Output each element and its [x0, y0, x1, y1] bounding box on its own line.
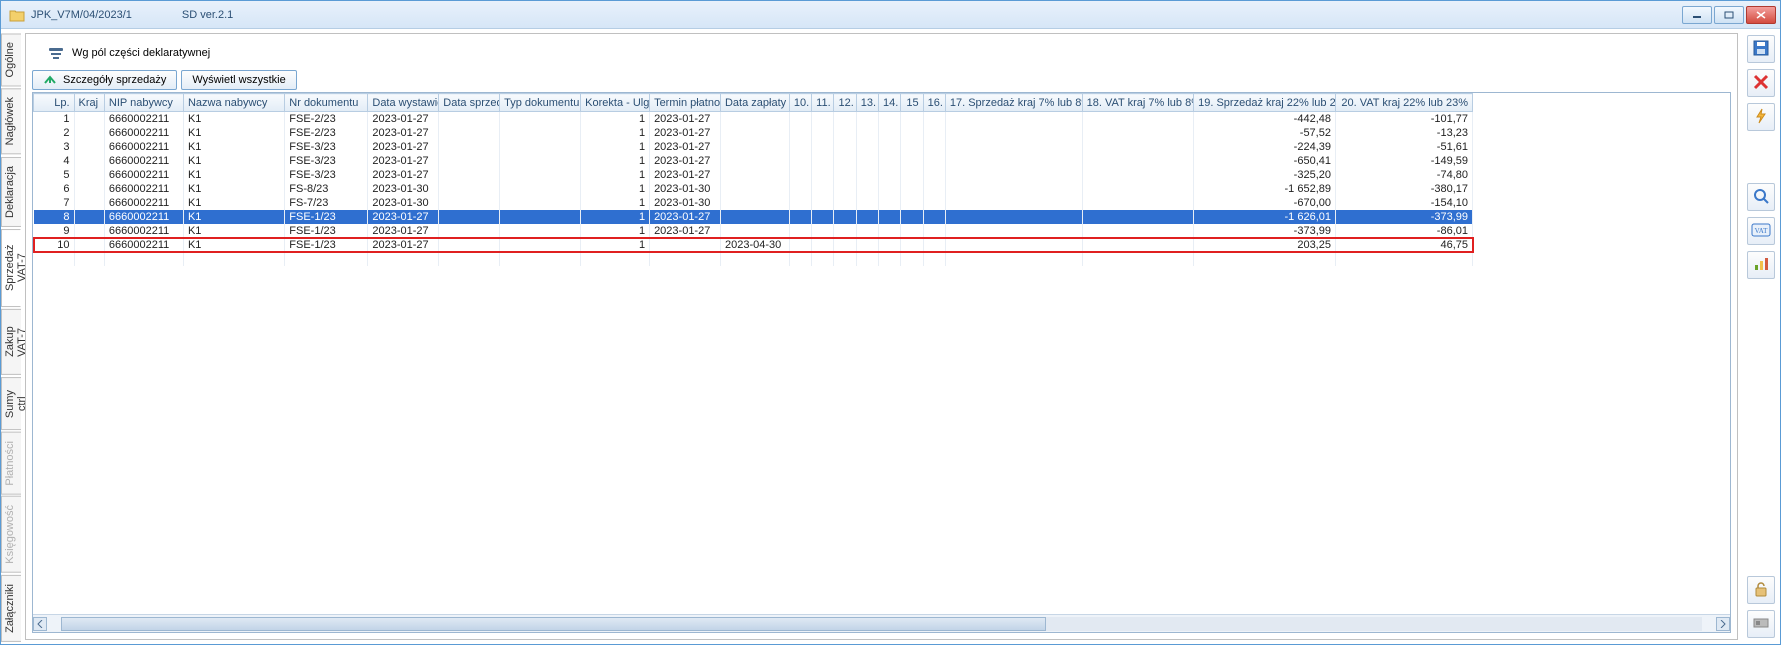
col-header-c12[interactable]: 12. — [834, 94, 856, 112]
delete-button[interactable] — [1747, 69, 1775, 97]
maximize-button[interactable] — [1714, 6, 1744, 24]
col-header-typdok[interactable]: Typ dokumentu — [500, 94, 581, 112]
col-header-c13[interactable]: 13. — [856, 94, 878, 112]
table-row[interactable]: 36660002211K1FSE-3/232023-01-2712023-01-… — [34, 140, 1473, 154]
tab-ksiegowosc: Księgowość — [1, 496, 21, 573]
col-header-datawyst[interactable]: Data wystawie — [368, 94, 439, 112]
tab-sumy[interactable]: Sumy ctrl — [1, 377, 21, 430]
tab-deklaracja[interactable]: Deklaracja — [1, 157, 21, 227]
col-header-c11[interactable]: 11. — [812, 94, 834, 112]
col-header-lp[interactable]: Lp. — [34, 94, 75, 112]
col-header-c17[interactable]: 17. Sprzedaż kraj 7% lub 8% — [945, 94, 1082, 112]
tab-zakup[interactable]: Zakup VAT-7 — [1, 309, 21, 375]
window-version: SD ver.2.1 — [182, 9, 233, 21]
filter-label-row: Wg pól części deklaratywnej — [32, 40, 1731, 66]
grid-table: Lp.KrajNIP nabywcyNazwa nabywcyNr dokume… — [33, 93, 1473, 266]
minimize-button[interactable] — [1682, 6, 1712, 24]
title-bar: JPK_V7M/04/2023/1 SD ver.2.1 — [1, 1, 1780, 29]
scroll-left-icon[interactable] — [33, 617, 47, 631]
save-button[interactable] — [1747, 35, 1775, 63]
table-row[interactable]: 16660002211K1FSE-2/232023-01-2712023-01-… — [34, 112, 1473, 126]
table-row[interactable]: 96660002211K1FSE-1/232023-01-2712023-01-… — [34, 224, 1473, 238]
col-header-nazwa[interactable]: Nazwa nabywcy — [183, 94, 284, 112]
col-header-c14[interactable]: 14. — [879, 94, 901, 112]
scroll-right-icon[interactable] — [1716, 617, 1730, 631]
grid-header-row: Lp.KrajNIP nabywcyNazwa nabywcyNr dokume… — [34, 94, 1473, 112]
col-header-nrdok[interactable]: Nr dokumentu — [285, 94, 368, 112]
table-row[interactable]: 46660002211K1FSE-3/232023-01-2712023-01-… — [34, 154, 1473, 168]
col-header-c10[interactable]: 10. — [789, 94, 811, 112]
lock-button[interactable] — [1747, 576, 1775, 604]
tab-ogolne[interactable]: Ogólne — [1, 33, 21, 86]
save-icon — [1753, 40, 1769, 59]
vat-button[interactable]: VAT — [1747, 217, 1775, 245]
body: OgólneNagłówekDeklaracjaSprzedaż VAT-7Za… — [1, 29, 1780, 644]
details-button-label: Szczegóły sprzedaży — [63, 74, 166, 86]
show-all-button-label: Wyświetl wszystkie — [192, 74, 285, 86]
table-row[interactable]: 66660002211K1FS-8/232023-01-3012023-01-3… — [34, 182, 1473, 196]
lightning-icon — [1753, 108, 1769, 127]
delete-x-icon — [1753, 74, 1769, 93]
app-window: JPK_V7M/04/2023/1 SD ver.2.1 OgólneNagłó… — [0, 0, 1781, 645]
details-button[interactable]: Szczegóły sprzedaży — [32, 70, 177, 90]
scroll-thumb[interactable] — [61, 617, 1046, 631]
col-header-c16[interactable]: 16. — [923, 94, 945, 112]
col-header-dataspr[interactable]: Data sprzedaż — [439, 94, 500, 112]
col-header-c19[interactable]: 19. Sprzedaż kraj 22% lub 23% — [1194, 94, 1336, 112]
col-header-c20[interactable]: 20. VAT kraj 22% lub 23% — [1335, 94, 1472, 112]
flash-button[interactable] — [1747, 103, 1775, 131]
filter-label: Wg pól części deklaratywnej — [72, 47, 210, 59]
magnifier-icon — [1753, 188, 1769, 207]
window-title: JPK_V7M/04/2023/1 — [31, 9, 132, 21]
tab-sprzedaz[interactable]: Sprzedaż VAT-7 — [1, 229, 21, 307]
tab-platnosci: Płatności — [1, 432, 21, 495]
close-button[interactable] — [1746, 6, 1776, 24]
table-row[interactable]: 56660002211K1FSE-3/232023-01-2712023-01-… — [34, 168, 1473, 182]
show-all-button[interactable]: Wyświetl wszystkie — [181, 70, 296, 90]
chart-button[interactable] — [1747, 251, 1775, 279]
grid-scroll[interactable]: Lp.KrajNIP nabywcyNazwa nabywcyNr dokume… — [33, 93, 1730, 614]
col-header-korekta[interactable]: Korekta - Ulga — [581, 94, 650, 112]
tab-zalaczniki[interactable]: Załączniki — [1, 575, 21, 642]
col-header-kraj[interactable]: Kraj — [74, 94, 104, 112]
right-toolbar: VAT — [1742, 29, 1780, 644]
zoom-button[interactable] — [1747, 183, 1775, 211]
button-row: Szczegóły sprzedaży Wyświetl wszystkie — [32, 66, 1731, 92]
chart-icon — [1753, 256, 1769, 275]
table-row[interactable]: 26660002211K1FSE-2/232023-01-2712023-01-… — [34, 126, 1473, 140]
tab-naglowek[interactable]: Nagłówek — [1, 88, 21, 154]
filter-icon — [48, 46, 64, 60]
unlock-icon — [1753, 581, 1769, 600]
folder-icon — [9, 8, 25, 22]
vat-stamp-icon: VAT — [1751, 223, 1771, 240]
col-header-termin[interactable]: Termin płatnoś — [650, 94, 721, 112]
arrow-up-icon — [43, 75, 57, 85]
col-header-c18[interactable]: 18. VAT kraj 7% lub 8% — [1082, 94, 1193, 112]
table-row[interactable]: 76660002211K1FS-7/232023-01-3012023-01-3… — [34, 196, 1473, 210]
grid-fill — [34, 252, 1473, 266]
col-header-nip[interactable]: NIP nabywcy — [104, 94, 183, 112]
table-row[interactable]: 86660002211K1FSE-1/232023-01-2712023-01-… — [34, 210, 1473, 224]
record-button[interactable] — [1747, 610, 1775, 638]
col-header-datazap[interactable]: Data zapłaty — [720, 94, 789, 112]
scroll-track[interactable] — [61, 617, 1702, 631]
col-header-c15[interactable]: 15 — [901, 94, 923, 112]
left-tabs: OgólneNagłówekDeklaracjaSprzedaż VAT-7Za… — [1, 29, 21, 644]
record-icon — [1753, 617, 1769, 632]
main-panel: Wg pól części deklaratywnej Szczegóły sp… — [25, 33, 1738, 640]
horizontal-scrollbar[interactable] — [33, 614, 1730, 632]
table-row[interactable]: 106660002211K1FSE-1/232023-01-2712023-04… — [34, 238, 1473, 252]
sales-grid: Lp.KrajNIP nabywcyNazwa nabywcyNr dokume… — [32, 92, 1731, 633]
svg-text:VAT: VAT — [1755, 227, 1768, 235]
